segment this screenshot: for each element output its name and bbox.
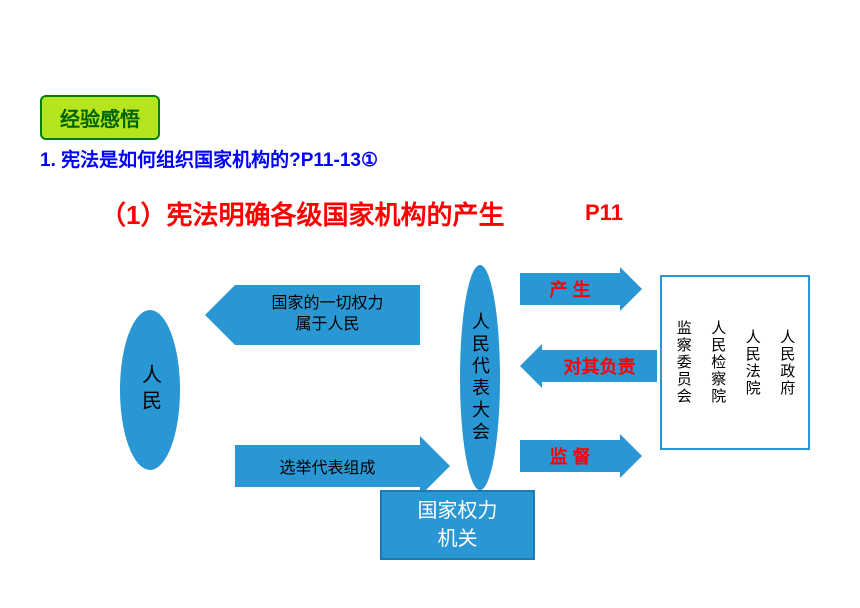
arrow-supervise: 监 督 (520, 440, 642, 472)
arrow-supervise-label: 监 督 (549, 443, 590, 469)
arrow-top-body: 国家的一切权力属于人民 (235, 285, 420, 345)
arrow-responsible-body: 对其负责 (542, 350, 657, 382)
arrow-produce-label: 产 生 (549, 276, 590, 302)
organ-item: 监察委员会 (673, 320, 694, 405)
arrow-bottom-body: 选举代表组成 (235, 445, 420, 487)
arrow-top-label: 国家的一切权力属于人民 (271, 294, 383, 336)
state-organs-box: 监察委员会人民检察院人民法院人民政府 (660, 275, 810, 450)
subtitle-text: （1）宪法明确各级国家机构的产生 (100, 200, 504, 230)
question-text: 1. 宪法是如何组织国家机构的?P11-13① (40, 150, 378, 171)
subtitle: （1）宪法明确各级国家机构的产生 (100, 195, 504, 232)
arrow-supervise-body: 监 督 (520, 440, 620, 472)
arrow-responsible: 对其负责 (520, 350, 657, 382)
organ-item: 人民政府 (776, 329, 797, 397)
question-line: 1. 宪法是如何组织国家机构的?P11-13① (40, 145, 378, 172)
organ-item: 人民检察院 (707, 320, 728, 405)
arrow-produce-body: 产 生 (520, 273, 620, 305)
arrow-power-belongs: 国家的一切权力属于人民 (235, 285, 420, 345)
arrow-responsible-label: 对其负责 (564, 353, 636, 379)
organ-item: 人民法院 (742, 329, 763, 397)
congress-node: 人民代表大会 (460, 265, 500, 490)
badge-text: 经验感悟 (60, 109, 140, 131)
power-box-label: 国家权力机关 (418, 497, 498, 553)
diagram-container: 人民 国家的一切权力属于人民 选举代表组成 人民代表大会 国家权力机关 产 生 … (60, 255, 800, 575)
arrow-bottom-label: 选举代表组成 (279, 454, 375, 478)
people-label: 人民 (136, 364, 165, 416)
arrow-produce: 产 生 (520, 273, 642, 305)
arrow-elect: 选举代表组成 (235, 445, 420, 487)
congress-label: 人民代表大会 (467, 312, 493, 444)
power-organ-box: 国家权力机关 (380, 490, 535, 560)
page-ref: P11 (585, 200, 623, 226)
people-node: 人民 (120, 310, 180, 470)
experience-badge: 经验感悟 (40, 95, 160, 140)
page-ref-text: P11 (585, 200, 623, 225)
